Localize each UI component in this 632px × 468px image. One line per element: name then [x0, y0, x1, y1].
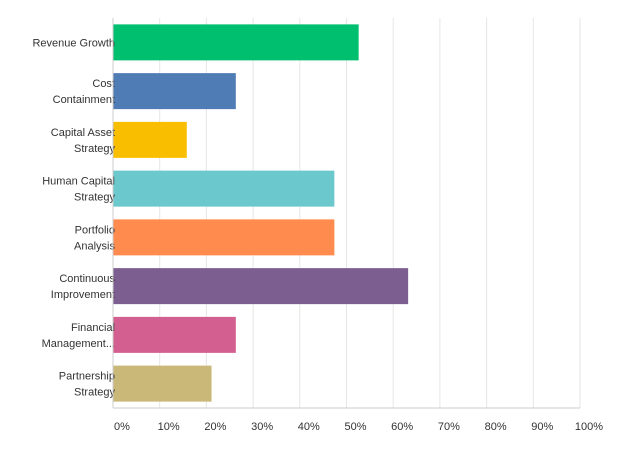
bar[interactable] — [113, 73, 236, 110]
x-tick-label: 20% — [204, 421, 226, 433]
x-tick-label: 60% — [391, 421, 413, 433]
x-tick-label: 70% — [438, 421, 460, 433]
bar[interactable] — [113, 316, 236, 353]
x-tick-label: 30% — [251, 421, 273, 433]
x-tick-label: 80% — [485, 421, 507, 433]
category-label: Continuous Improvement — [51, 273, 116, 301]
category-labels: Revenue Growth Cost Containment Capital Ass… — [32, 37, 115, 398]
category-label: Financial Management... — [42, 322, 115, 350]
category-label: Capital Asset Strategy — [51, 127, 116, 155]
x-tick-label: 0% — [114, 421, 130, 433]
bars-group — [113, 24, 409, 402]
category-label: Cost Containment — [53, 78, 115, 106]
x-tick-label: 50% — [344, 421, 366, 433]
bar[interactable] — [113, 24, 359, 61]
category-label: Revenue Growth — [32, 37, 115, 49]
bar[interactable] — [113, 121, 187, 158]
bar[interactable] — [113, 268, 409, 305]
x-tick-label: 100% — [575, 421, 603, 433]
category-label: Portfolio Analysis — [74, 224, 115, 252]
category-label: Human Capital Strategy — [42, 176, 115, 204]
bar[interactable] — [113, 170, 335, 207]
x-tick-label: 10% — [158, 421, 180, 433]
category-label: Partnership Strategy — [59, 371, 116, 399]
bar[interactable] — [113, 219, 335, 256]
x-axis-tick-labels: 0% 10% 20% 30% 40% 50% 60% 70% 80% 90% 100% — [114, 421, 603, 433]
x-tick-label: 40% — [298, 421, 320, 433]
bar[interactable] — [113, 365, 212, 402]
x-tick-label: 90% — [531, 421, 553, 433]
